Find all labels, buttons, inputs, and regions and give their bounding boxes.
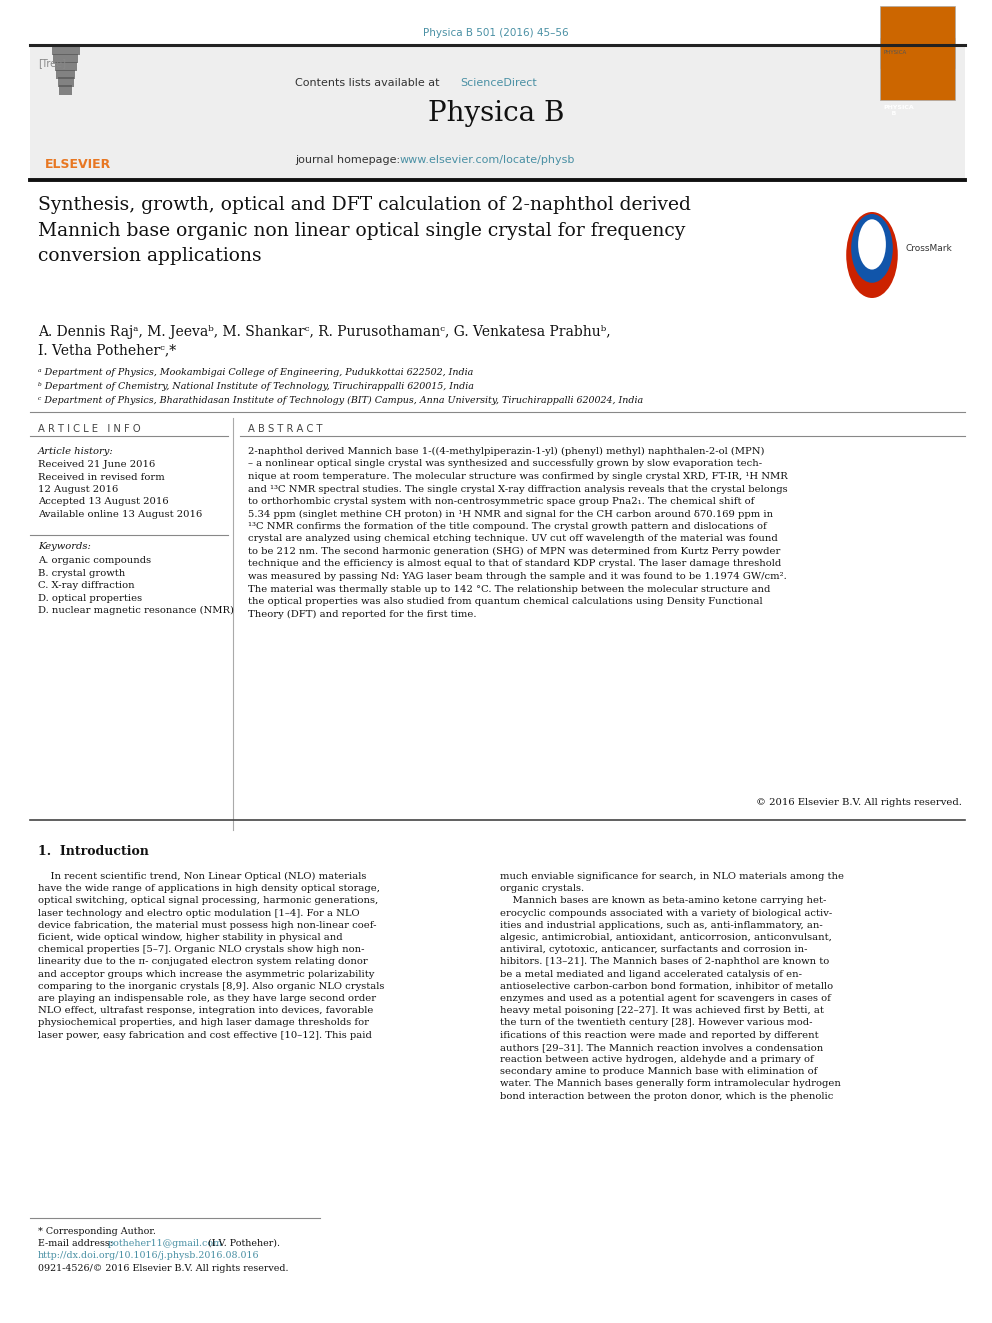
Bar: [880, 7, 955, 101]
Text: D. nuclear magnetic resonance (NMR): D. nuclear magnetic resonance (NMR): [38, 606, 234, 615]
Text: antiviral, cytotoxic, anticancer, surfactants and corrosion in-: antiviral, cytotoxic, anticancer, surfac…: [500, 945, 807, 954]
Bar: [880, 38, 955, 67]
Text: ELSEVIER: ELSEVIER: [45, 157, 111, 171]
Text: organic crystals.: organic crystals.: [500, 884, 584, 893]
Text: water. The Mannich bases generally form intramolecular hydrogen: water. The Mannich bases generally form …: [500, 1080, 841, 1089]
Ellipse shape: [851, 214, 893, 283]
Bar: [55, 62, 76, 71]
Text: much enviable significance for search, in NLO materials among the: much enviable significance for search, i…: [500, 872, 844, 881]
Text: the turn of the twentieth century [28]. However various mod-: the turn of the twentieth century [28]. …: [500, 1019, 812, 1028]
Text: 12 August 2016: 12 August 2016: [38, 486, 118, 493]
Text: heavy metal poisoning [22–27]. It was achieved first by Betti, at: heavy metal poisoning [22–27]. It was ac…: [500, 1007, 824, 1015]
Text: A. Dennis Rajᵃ, M. Jeevaᵇ, M. Shankarᶜ, R. Purusothamanᶜ, G. Venkatesa Prabhuᵇ,: A. Dennis Rajᵃ, M. Jeevaᵇ, M. Shankarᶜ, …: [38, 325, 611, 339]
Text: journal homepage:: journal homepage:: [295, 155, 404, 165]
Text: A. organic compounds: A. organic compounds: [38, 556, 151, 565]
Text: optical switching, optical signal processing, harmonic generations,: optical switching, optical signal proces…: [38, 897, 378, 905]
Text: laser technology and electro optic modulation [1–4]. For a NLO: laser technology and electro optic modul…: [38, 909, 360, 918]
Bar: [57, 70, 75, 79]
Text: to orthorhombic crystal system with non-centrosymmetric space group Pna2₁. The c: to orthorhombic crystal system with non-…: [248, 497, 754, 505]
Text: algesic, antimicrobial, antioxidant, anticorrosion, anticonvulsant,: algesic, antimicrobial, antioxidant, ant…: [500, 933, 832, 942]
Text: erocyclic compounds associated with a variety of biological activ-: erocyclic compounds associated with a va…: [500, 909, 832, 918]
Text: laser power, easy fabrication and cost effective [10–12]. This paid: laser power, easy fabrication and cost e…: [38, 1031, 372, 1040]
Text: The material was thermally stable up to 142 °C. The relationship between the mol: The material was thermally stable up to …: [248, 585, 771, 594]
Bar: [58, 78, 73, 87]
Text: reaction between active hydrogen, aldehyde and a primary of: reaction between active hydrogen, aldehy…: [500, 1054, 813, 1064]
Text: PHYSICA: PHYSICA: [883, 50, 907, 56]
Ellipse shape: [846, 212, 898, 298]
Text: A B S T R A C T: A B S T R A C T: [248, 423, 322, 434]
Text: bond interaction between the proton donor, which is the phenolic: bond interaction between the proton dono…: [500, 1091, 833, 1101]
Text: E-mail address:: E-mail address:: [38, 1240, 116, 1248]
Text: A R T I C L E   I N F O: A R T I C L E I N F O: [38, 423, 141, 434]
Text: Contents lists available at: Contents lists available at: [295, 78, 443, 89]
Text: physiochemical properties, and high laser damage thresholds for: physiochemical properties, and high lase…: [38, 1019, 369, 1028]
Text: Article history:: Article history:: [38, 447, 114, 456]
Text: CrossMark: CrossMark: [906, 243, 952, 253]
Text: ᵃ Department of Physics, Mookambigai College of Engineering, Pudukkottai 622502,: ᵃ Department of Physics, Mookambigai Col…: [38, 368, 473, 377]
Text: antioselective carbon-carbon bond formation, inhibitor of metallo: antioselective carbon-carbon bond format…: [500, 982, 833, 991]
Text: C. X-ray diffraction: C. X-ray diffraction: [38, 581, 135, 590]
Text: Keywords:: Keywords:: [38, 542, 91, 550]
Text: ᵇ Department of Chemistry, National Institute of Technology, Tiruchirappalli 620: ᵇ Department of Chemistry, National Inst…: [38, 382, 474, 392]
Bar: [54, 54, 78, 64]
Text: 5.34 ppm (singlet methine CH proton) in ¹H NMR and signal for the CH carbon arou: 5.34 ppm (singlet methine CH proton) in …: [248, 509, 773, 519]
Text: have the wide range of applications in high density optical storage,: have the wide range of applications in h…: [38, 884, 380, 893]
Text: http://dx.doi.org/10.1016/j.physb.2016.08.016: http://dx.doi.org/10.1016/j.physb.2016.0…: [38, 1252, 260, 1259]
Text: potheher11@gmail.com: potheher11@gmail.com: [108, 1240, 223, 1248]
Text: In recent scientific trend, Non Linear Optical (NLO) materials: In recent scientific trend, Non Linear O…: [38, 872, 366, 881]
Text: ¹³C NMR confirms the formation of the title compound. The crystal growth pattern: ¹³C NMR confirms the formation of the ti…: [248, 523, 767, 531]
Bar: [30, 45, 965, 179]
Text: ScienceDirect: ScienceDirect: [460, 78, 537, 89]
Text: and ¹³C NMR spectral studies. The single crystal X-ray diffraction analysis reve: and ¹³C NMR spectral studies. The single…: [248, 484, 788, 493]
Text: Available online 13 August 2016: Available online 13 August 2016: [38, 509, 202, 519]
Text: NLO effect, ultrafast response, integration into devices, favorable: NLO effect, ultrafast response, integrat…: [38, 1007, 373, 1015]
Text: Accepted 13 August 2016: Accepted 13 August 2016: [38, 497, 169, 507]
Text: to be 212 nm. The second harmonic generation (SHG) of MPN was determined from Ku: to be 212 nm. The second harmonic genera…: [248, 546, 781, 556]
Text: © 2016 Elsevier B.V. All rights reserved.: © 2016 Elsevier B.V. All rights reserved…: [756, 798, 962, 807]
Text: * Corresponding Author.: * Corresponding Author.: [38, 1226, 156, 1236]
Text: 1.  Introduction: 1. Introduction: [38, 845, 149, 859]
Text: comparing to the inorganic crystals [8,9]. Also organic NLO crystals: comparing to the inorganic crystals [8,9…: [38, 982, 384, 991]
Text: nique at room temperature. The molecular structure was confirmed by single cryst: nique at room temperature. The molecular…: [248, 472, 788, 482]
Text: 0921-4526/© 2016 Elsevier B.V. All rights reserved.: 0921-4526/© 2016 Elsevier B.V. All right…: [38, 1263, 289, 1273]
Text: www.elsevier.com/locate/physb: www.elsevier.com/locate/physb: [400, 155, 575, 165]
Text: (I.V. Potheher).: (I.V. Potheher).: [205, 1240, 280, 1248]
Text: Theory (DFT) and reported for the first time.: Theory (DFT) and reported for the first …: [248, 610, 476, 619]
Text: enzymes and used as a potential agent for scavengers in cases of: enzymes and used as a potential agent fo…: [500, 994, 831, 1003]
Text: and acceptor groups which increase the asymmetric polarizability: and acceptor groups which increase the a…: [38, 970, 374, 979]
Text: crystal are analyzed using chemical etching technique. UV cut off wavelength of : crystal are analyzed using chemical etch…: [248, 534, 778, 544]
Text: chemical properties [5–7]. Organic NLO crystals show high non-: chemical properties [5–7]. Organic NLO c…: [38, 945, 364, 954]
Text: B. crystal growth: B. crystal growth: [38, 569, 125, 578]
Text: ities and industrial applications, such as, anti-inflammatory, an-: ities and industrial applications, such …: [500, 921, 822, 930]
Text: be a metal mediated and ligand accelerated catalysis of en-: be a metal mediated and ligand accelerat…: [500, 970, 802, 979]
Text: authors [29–31]. The Mannich reaction involves a condensation: authors [29–31]. The Mannich reaction in…: [500, 1043, 823, 1052]
Text: Mannich bases are known as beta-amino ketone carrying het-: Mannich bases are known as beta-amino ke…: [500, 897, 826, 905]
Text: the optical properties was also studied from quantum chemical calculations using: the optical properties was also studied …: [248, 597, 763, 606]
Text: linearity due to the π- conjugated electron system relating donor: linearity due to the π- conjugated elect…: [38, 958, 368, 966]
Text: device fabrication, the material must possess high non-linear coef-: device fabrication, the material must po…: [38, 921, 377, 930]
Text: [Tree]: [Tree]: [38, 58, 66, 67]
Text: ifications of this reaction were made and reported by different: ifications of this reaction were made an…: [500, 1031, 818, 1040]
Text: was measured by passing Nd: YAG laser beam through the sample and it was found t: was measured by passing Nd: YAG laser be…: [248, 572, 787, 581]
Text: 2-naphthol derived Mannich base 1-((4-methylpiperazin-1-yl) (phenyl) methyl) nap: 2-naphthol derived Mannich base 1-((4-me…: [248, 447, 765, 456]
Text: Physica B: Physica B: [428, 101, 564, 127]
Text: – a nonlinear optical single crystal was synthesized and successfully grown by s: – a nonlinear optical single crystal was…: [248, 459, 762, 468]
Text: Received in revised form: Received in revised form: [38, 472, 165, 482]
Text: are playing an indispensable role, as they have large second order: are playing an indispensable role, as th…: [38, 994, 376, 1003]
Text: I. Vetha Potheherᶜ,*: I. Vetha Potheherᶜ,*: [38, 343, 177, 357]
Text: Synthesis, growth, optical and DFT calculation of 2-naphthol derived
Mannich bas: Synthesis, growth, optical and DFT calcu…: [38, 196, 690, 266]
Ellipse shape: [858, 220, 886, 270]
Text: secondary amine to produce Mannich base with elimination of: secondary amine to produce Mannich base …: [500, 1068, 817, 1076]
Text: Received 21 June 2016: Received 21 June 2016: [38, 460, 156, 468]
Text: D. optical properties: D. optical properties: [38, 594, 142, 602]
Text: technique and the efficiency is almost equal to that of standard KDP crystal. Th: technique and the efficiency is almost e…: [248, 560, 782, 569]
Text: ᶜ Department of Physics, Bharathidasan Institute of Technology (BIT) Campus, Ann: ᶜ Department of Physics, Bharathidasan I…: [38, 396, 643, 405]
Text: Physica B 501 (2016) 45–56: Physica B 501 (2016) 45–56: [424, 28, 568, 38]
Text: ficient, wide optical window, higher stability in physical and: ficient, wide optical window, higher sta…: [38, 933, 342, 942]
Text: PHYSICA
    B: PHYSICA B: [883, 105, 914, 116]
Bar: [52, 46, 79, 56]
Bar: [60, 86, 72, 95]
Text: hibitors. [13–21]. The Mannich bases of 2-naphthol are known to: hibitors. [13–21]. The Mannich bases of …: [500, 958, 829, 966]
